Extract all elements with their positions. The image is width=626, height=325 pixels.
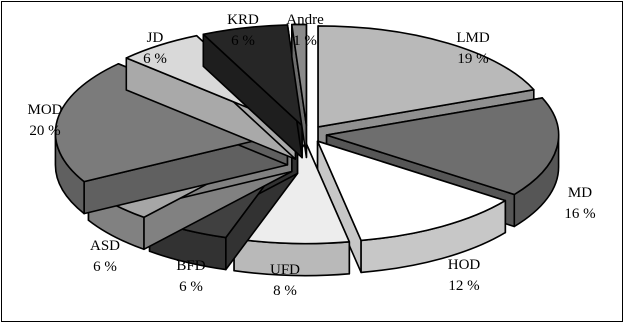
label-jd: JD: [147, 30, 164, 46]
label-andre: Andre: [286, 12, 324, 28]
label-asd: ASD: [90, 238, 120, 254]
label-krd: KRD: [227, 12, 259, 28]
value-label-md: 16 %: [564, 206, 595, 222]
label-mod: MOD: [27, 102, 62, 118]
value-label-lmd: 19 %: [457, 51, 488, 67]
slice-hod: [316, 140, 507, 274]
value-label-asd: 6 %: [93, 259, 117, 275]
slice-top-md: [325, 97, 560, 196]
value-label-ufd: 8 %: [273, 283, 297, 299]
value-label-bfd: 6 %: [179, 279, 203, 295]
value-label-andre: 1 %: [293, 33, 317, 49]
slice-krd: [202, 24, 303, 159]
label-md: MD: [568, 185, 592, 201]
slice-top-lmd: [317, 25, 535, 128]
value-label-krd: 6 %: [231, 33, 255, 49]
label-hod: HOD: [448, 257, 481, 273]
value-label-mod: 20 %: [29, 123, 60, 139]
slice-andre: [290, 23, 308, 159]
label-bfd: BFD: [176, 258, 205, 274]
slice-top-mod: [54, 62, 289, 183]
value-label-jd: 6 %: [143, 51, 167, 67]
slice-top-krd: [202, 24, 303, 127]
slice-top-hod: [316, 140, 507, 242]
slice-top-andre: [290, 23, 308, 127]
label-lmd: LMD: [456, 30, 490, 46]
label-ufd: UFD: [270, 262, 300, 278]
value-label-hod: 12 %: [448, 278, 479, 294]
